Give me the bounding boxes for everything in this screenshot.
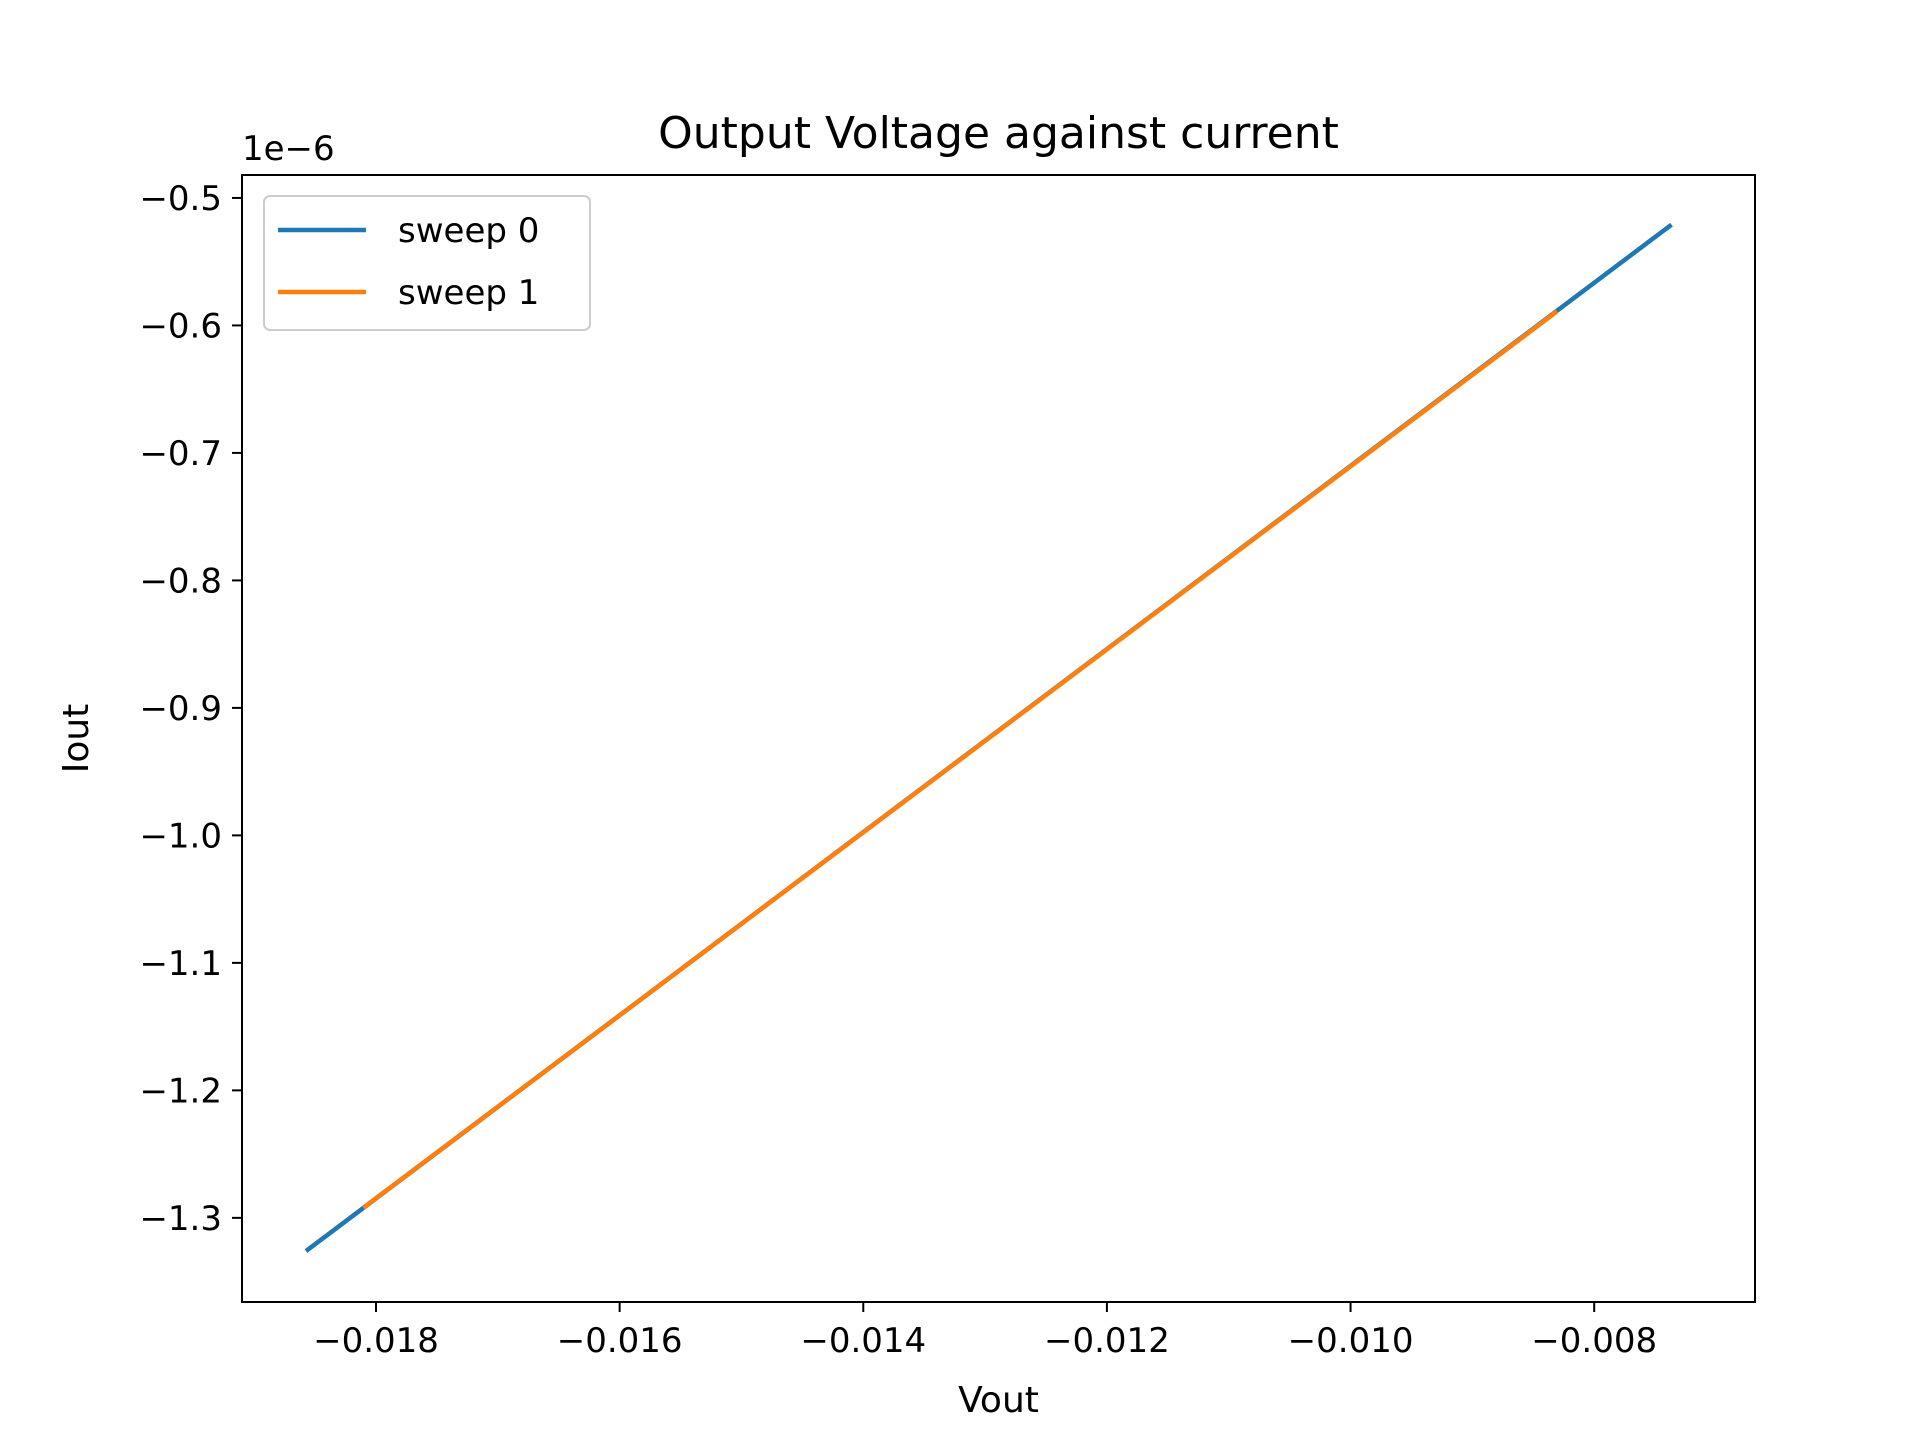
y-tick-label: −0.7 [139,434,222,474]
y-tick-label: −0.5 [139,179,222,219]
y-tick-label: −1.1 [139,944,222,984]
plot-frame [241,174,1756,1303]
x-tick-label: −0.008 [1531,1321,1657,1361]
y-axis: −0.5 −0.6 −0.7 −0.8 −0.9 −1.0 −1.1 −1.2 −1.3 [139,179,242,1239]
x-axis-label: Vout [958,1380,1039,1421]
y-tick-label: −1.2 [139,1071,222,1111]
y-tick-label: −1.0 [139,816,222,856]
x-tick-label: −0.010 [1288,1321,1414,1361]
chart-title: Output Voltage against current [658,108,1339,159]
y-tick-label: −0.8 [139,561,222,601]
legend-label: sweep 1 [398,273,539,313]
y-tick-label: −0.9 [139,689,222,729]
x-tick-label: −0.014 [800,1321,926,1361]
legend-label: sweep 0 [398,211,539,251]
y-tick-label: −0.6 [139,306,222,346]
y-tick-label: −1.3 [139,1199,222,1239]
x-axis: −0.018 −0.016 −0.014 −0.012 −0.010 −0.008 [313,1302,1657,1361]
y-axis-label: Iout [56,704,97,774]
series-line-1 [361,309,1559,1210]
legend: sweep 0 sweep 1 [263,195,591,331]
x-tick-label: −0.016 [557,1321,683,1361]
x-tick-label: −0.018 [313,1321,439,1361]
plot-lines [304,222,1673,1253]
y-axis-offset-label: 1e−6 [242,129,335,169]
x-tick-label: −0.012 [1044,1321,1170,1361]
